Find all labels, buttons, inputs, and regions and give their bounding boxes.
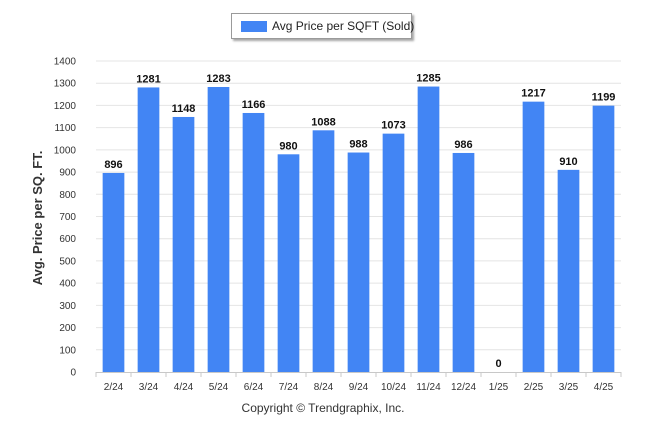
y-axis: 0 100 200 300 400 500 600 700 800 900 1000 1100 1200… [54,57,77,379]
x-tick-label: 6/24 [244,382,264,393]
y-tick-label: 900 [59,168,76,179]
data-label: 1281 [136,73,160,85]
data-label: 1088 [311,116,335,128]
legend-swatch [241,21,267,32]
copyright-text: Copyright © Trendgraphix, Inc. [241,401,405,415]
data-label: 1217 [521,88,545,100]
data-label: 1199 [592,92,616,104]
bar [522,101,545,372]
bar [312,130,335,372]
y-tick-label: 1200 [54,101,77,112]
y-tick-label: 800 [59,190,76,201]
bar [382,133,405,372]
data-label: 0 [495,358,501,370]
x-tick-label: 7/24 [279,382,299,393]
bar [242,112,265,372]
bar [137,87,160,372]
y-tick-label: 600 [59,234,76,245]
x-tick-label: 11/24 [416,382,441,393]
y-axis-label: Avg. Price per SQ. FT. [30,151,45,286]
data-label: 986 [454,139,472,151]
y-tick-label: 1100 [54,123,76,134]
y-tick-label: 1300 [54,79,77,90]
bars [102,86,615,373]
y-tick-label: 1000 [54,145,77,156]
data-label: 1285 [416,73,440,85]
bar [417,86,440,373]
x-tick-label: 8/24 [314,382,334,393]
x-tick-label: 5/24 [209,382,229,393]
x-tick-label: 3/25 [559,382,579,393]
y-tick-label: 1400 [54,57,77,68]
y-tick-label: 100 [59,345,76,356]
x-tick-label: 4/25 [594,382,614,393]
x-tick-label: 10/24 [381,382,406,393]
x-tick-label: 2/25 [524,382,544,393]
x-tick-label: 2/24 [104,382,124,393]
bar [347,152,370,372]
data-label: 980 [279,140,297,152]
x-tick-label: 4/24 [174,382,194,393]
bar [277,154,300,372]
x-tick-label: 1/25 [489,382,509,393]
bar [207,86,230,372]
bar [172,116,195,372]
legend-label: Avg Price per SQFT (Sold) [272,19,415,33]
data-labels: 896 1281 1148 1283 1166 980 1088 988 1073 1285 986… [104,73,615,370]
y-tick-label: 300 [59,301,76,312]
bar [592,105,615,373]
data-label: 988 [349,139,367,151]
x-axis: 2/24 3/24 4/24 5/24 6/24 7/24 8/24 9/24 10/24 11/… [95,372,622,393]
x-tick-label: 12/24 [451,382,476,393]
x-tick-label: 3/24 [139,382,159,393]
y-tick-label: 400 [59,279,76,290]
bar [452,152,475,372]
legend: Avg Price per SQFT (Sold) [231,13,415,39]
data-label: 910 [559,156,577,168]
data-label: 896 [104,159,122,171]
y-tick-label: 700 [59,212,76,223]
data-label: 1166 [242,99,266,111]
data-label: 1073 [381,120,405,132]
y-tick-label: 500 [59,256,76,267]
bar [102,172,125,372]
data-label: 1148 [172,103,196,115]
y-tick-label: 200 [59,323,76,334]
x-tick-label: 9/24 [349,382,369,393]
y-tick-label: 0 [70,368,76,379]
bar [557,169,580,372]
data-label: 1283 [206,73,230,85]
